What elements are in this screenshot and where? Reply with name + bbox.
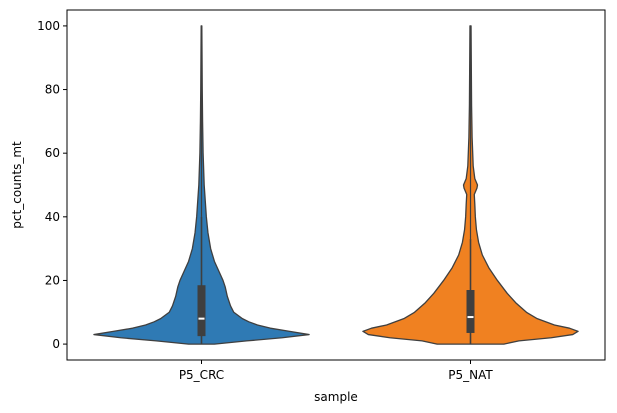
- y-axis: 0 20 40 60 80 100: [37, 19, 67, 351]
- y-tick-label: 0: [52, 337, 60, 351]
- iqr-box-P5_NAT: [466, 290, 475, 333]
- violins-layer: [93, 25, 579, 345]
- y-tick-label: 60: [45, 146, 60, 160]
- y-tick-label: 100: [37, 19, 60, 33]
- y-tick-label: 20: [45, 273, 60, 287]
- y-tick-label: 80: [45, 83, 60, 97]
- y-tick-label: 40: [45, 210, 60, 224]
- plot-frame: [66, 9, 606, 361]
- y-axis-label: pct_counts_mt: [10, 141, 24, 229]
- x-axis-label: sample: [314, 390, 358, 404]
- x-axis: P5_CRC P5_NAT: [179, 360, 493, 382]
- iqr-box-P5_CRC: [197, 285, 206, 337]
- x-tick-label: P5_CRC: [179, 368, 224, 382]
- x-tick-label: P5_NAT: [448, 368, 493, 382]
